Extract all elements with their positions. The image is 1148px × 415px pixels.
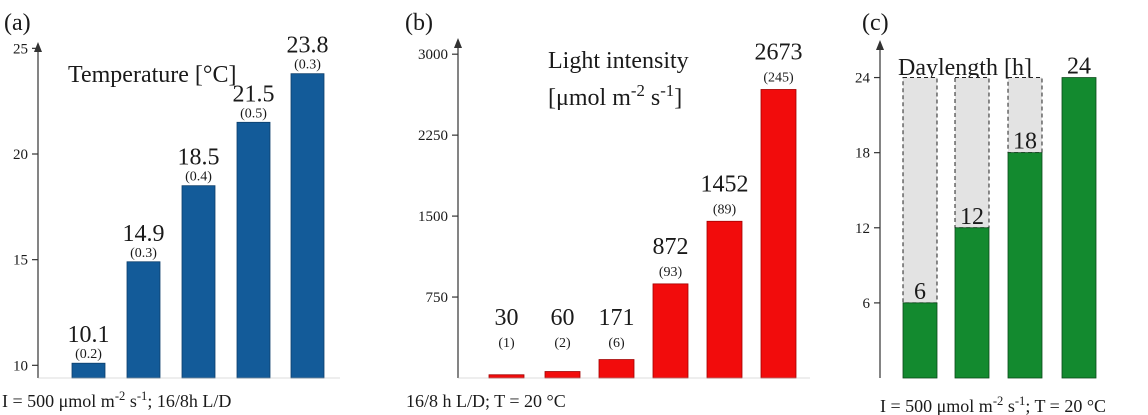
- bar-error-label: (0.2): [75, 347, 102, 362]
- y-axis-arrow: [454, 38, 462, 48]
- bar: [544, 371, 581, 379]
- y-tick-label: 18: [855, 146, 870, 162]
- bar-error-label: (0.3): [294, 58, 321, 73]
- bar: [488, 374, 525, 379]
- y-tick-label: 1500: [418, 209, 448, 225]
- panel-label-b: (b): [405, 10, 433, 36]
- bar-value-label: 18: [1013, 129, 1037, 155]
- bar-error-label: (6): [608, 336, 625, 351]
- y-tick-label: 15: [13, 253, 28, 269]
- bar-error-label: (0.3): [130, 246, 157, 261]
- bar-value-label: 171: [599, 305, 635, 331]
- panel-label-c: (c): [862, 10, 889, 36]
- bar-error-label: (89): [713, 202, 737, 217]
- bar-error-label: (93): [659, 265, 683, 280]
- bar-value-label: 21.5: [233, 81, 275, 107]
- y-tick-label: 2250: [418, 128, 448, 144]
- panel-b: (b) 750 1500 2250 3000 Light intensity 30 (1) 60…: [405, 10, 810, 379]
- bar: [1007, 152, 1043, 379]
- bar-value-label: 12: [960, 204, 984, 230]
- y-tick-label: 10: [13, 358, 28, 374]
- y-tick-label: 25: [13, 41, 28, 57]
- y-tick-label: 12: [855, 221, 870, 237]
- bar-value-label: 14.9: [123, 221, 165, 247]
- dark-period-envelope: [954, 77, 990, 229]
- dark-period-envelope: [902, 77, 938, 304]
- bar: [181, 185, 216, 379]
- bar: [954, 227, 990, 379]
- y-tick-label: 6: [863, 296, 871, 312]
- bar: [1061, 77, 1097, 379]
- bar-value-label: 1452: [701, 171, 749, 197]
- bar-error-label: (0.5): [240, 106, 267, 121]
- bar-value-label: 872: [653, 234, 689, 260]
- footer-c: I = 500 μmol m-2 s-1; T = 20 °C: [880, 394, 1106, 415]
- bar-error-label: (0.4): [185, 170, 212, 185]
- panel-c: (c) 6 12 18 24 Daylength [h] 6 12 18 24: [855, 10, 1097, 379]
- chart-title-a: Temperature [°C]: [68, 62, 237, 88]
- dark-period-envelope: [1007, 77, 1043, 154]
- bar-error-label: (1): [498, 336, 515, 351]
- y-tick-label: 20: [13, 147, 28, 163]
- bar-value-label: 10.1: [68, 322, 110, 348]
- bar-value-label: 24: [1067, 54, 1091, 80]
- bar-value-label: 18.5: [178, 145, 220, 171]
- bar: [652, 283, 689, 379]
- bar-error-label: (245): [763, 70, 794, 85]
- bar-value-label: 2673: [755, 39, 803, 65]
- bar: [290, 73, 325, 379]
- chart-title-b-line1: Light intensity: [548, 48, 689, 74]
- bar: [126, 261, 161, 379]
- bar-error-label: (2): [554, 336, 571, 351]
- bar: [598, 359, 635, 379]
- y-axis-arrow: [876, 40, 884, 50]
- bar-value-label: 60: [551, 305, 575, 331]
- bar: [902, 302, 938, 379]
- bar: [236, 121, 271, 379]
- bar: [760, 89, 797, 379]
- bar-value-label: 6: [914, 279, 926, 305]
- bar: [706, 220, 743, 379]
- y-axis-arrow: [34, 42, 42, 52]
- panel-label-a: (a): [4, 10, 31, 36]
- y-tick-label: 3000: [418, 47, 448, 63]
- footer-b: 16/8 h L/D; T = 20 °C: [406, 391, 566, 411]
- bar-value-label: 23.8: [287, 33, 329, 59]
- chart-title-c: Daylength [h]: [898, 55, 1032, 81]
- bar: [71, 362, 106, 379]
- y-tick-label: 24: [855, 71, 871, 87]
- panel-a: (a) 10 15 20 25 Temperature [°C] 10.1(0.2) 14.9…: [4, 10, 340, 379]
- footer-a: I = 500 μmol m-2 s-1; 16/8h L/D: [2, 389, 231, 411]
- chart-title-b-line2: [μmol m-2 s-1]: [548, 81, 682, 112]
- bar-value-label: 30: [495, 305, 519, 331]
- y-tick-label: 750: [426, 290, 449, 306]
